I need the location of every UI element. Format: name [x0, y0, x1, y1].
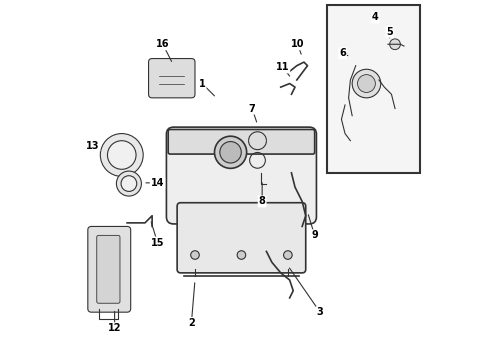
FancyBboxPatch shape [88, 226, 131, 312]
FancyBboxPatch shape [168, 130, 315, 154]
Circle shape [100, 134, 143, 176]
Circle shape [121, 176, 137, 192]
Text: 8: 8 [259, 197, 266, 206]
Circle shape [191, 251, 199, 259]
FancyBboxPatch shape [177, 203, 306, 273]
Circle shape [215, 136, 246, 168]
Text: 11: 11 [276, 63, 289, 72]
FancyBboxPatch shape [167, 127, 317, 224]
Text: 4: 4 [372, 13, 379, 22]
FancyBboxPatch shape [97, 235, 120, 303]
Circle shape [107, 141, 136, 169]
Text: 5: 5 [386, 27, 393, 37]
Text: 14: 14 [151, 178, 164, 188]
Text: 2: 2 [188, 318, 195, 328]
Text: 1: 1 [199, 78, 205, 89]
Text: 6: 6 [339, 48, 346, 58]
Circle shape [220, 141, 241, 163]
Circle shape [237, 251, 245, 259]
Text: 3: 3 [317, 307, 323, 317]
Circle shape [352, 69, 381, 98]
Text: 7: 7 [249, 104, 255, 113]
FancyBboxPatch shape [148, 59, 195, 98]
Text: 12: 12 [108, 323, 122, 333]
Circle shape [284, 251, 292, 259]
Circle shape [390, 39, 400, 50]
Text: 16: 16 [156, 39, 170, 49]
Text: 13: 13 [86, 141, 99, 151]
Circle shape [117, 171, 142, 196]
Bar [327, 5, 420, 173]
Text: 9: 9 [311, 230, 318, 240]
Circle shape [358, 75, 375, 93]
Text: 10: 10 [291, 39, 304, 49]
Text: 15: 15 [151, 238, 164, 248]
